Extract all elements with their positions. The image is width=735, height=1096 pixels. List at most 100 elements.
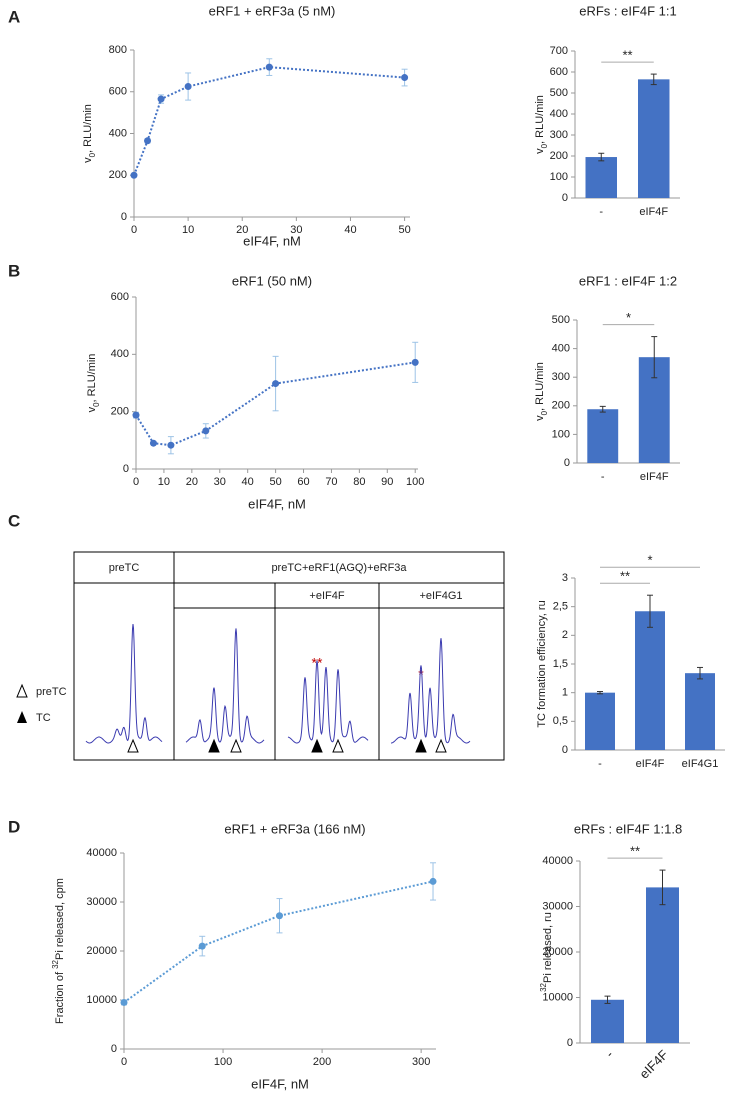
y-axis-label-part: TC formation efficiency, ru: [536, 600, 548, 727]
y-axis-label-part: Fraction of: [54, 969, 66, 1024]
y-axis-label-part: v: [82, 157, 94, 163]
x-tick-label: 10: [182, 224, 194, 236]
y-tick-label: 20000: [542, 946, 573, 958]
x-axis-label: eIF4F, nM: [243, 233, 301, 248]
y-tick-label: 400: [552, 343, 570, 355]
x-tick-label: 30: [214, 476, 226, 488]
chart-title: eRF1 + eRF3a (166 nM): [224, 821, 365, 836]
point: [198, 942, 206, 950]
y-tick-label: 0,5: [553, 715, 568, 727]
y-axis-label-part: 0: [92, 402, 101, 407]
bar: [587, 409, 619, 463]
y-tick-label: 20000: [86, 945, 117, 957]
y-tick-label: 500: [552, 314, 570, 326]
x-tick-label: 50: [398, 224, 410, 236]
bar: [585, 157, 617, 198]
point: [184, 83, 192, 91]
y-axis-label-part: Pi released, cpm: [54, 878, 66, 960]
x-tick-label: 0: [131, 224, 137, 236]
table-header: preTC: [109, 562, 140, 574]
point: [130, 171, 138, 179]
y-axis-label-part: Pi released, ru: [542, 912, 554, 983]
y-axis-label-part: 32: [539, 982, 548, 991]
panel-label: B: [8, 261, 20, 280]
legend-filled-arrow: [17, 711, 27, 723]
bar: [685, 673, 715, 750]
series-line: [123, 880, 434, 1004]
y-tick-label: 30000: [86, 896, 117, 908]
point: [265, 63, 273, 71]
y-axis-label-part: , RLU/min: [534, 362, 546, 411]
x-tick-label: eIF4F: [636, 1047, 671, 1082]
x-tick-label: 90: [381, 476, 393, 488]
series-line: [133, 66, 405, 176]
pretc-arrow: [435, 738, 447, 753]
tc-arrow: [311, 738, 323, 753]
y-tick-label: 700: [550, 45, 568, 57]
y-tick-label: 2: [562, 629, 568, 641]
y-tick-label: 300: [552, 371, 570, 383]
x-tick-label: 40: [344, 224, 356, 236]
y-tick-label: 300: [550, 129, 568, 141]
y-tick-label: 1: [562, 687, 568, 699]
y-tick-label: 200: [111, 406, 129, 418]
chart-title: eRF1 + eRF3a (5 nM): [209, 3, 336, 18]
x-tick-label: eIF4G1: [682, 758, 719, 770]
x-tick-label: 100: [406, 476, 424, 488]
x-tick-label: 20: [186, 476, 198, 488]
y-tick-label: 3: [562, 572, 568, 584]
pretc-arrow: [332, 738, 344, 753]
point: [149, 439, 157, 447]
point: [144, 137, 152, 145]
panel-label: C: [8, 511, 20, 530]
y-axis-label-part: 32: [51, 959, 60, 968]
panel-label: D: [8, 817, 20, 836]
y-axis-label-part: , RLU/min: [534, 95, 546, 144]
bar: [591, 999, 624, 1043]
trace-annotation: *: [418, 667, 424, 683]
y-tick-label: 0: [123, 463, 129, 475]
pretc-arrow: [127, 738, 139, 753]
bar: [646, 887, 679, 1043]
y-tick-label: 600: [111, 291, 129, 303]
x-tick-label: 30: [290, 224, 302, 236]
y-tick-label: 800: [109, 44, 127, 56]
x-tick-label: 300: [412, 1056, 430, 1068]
x-tick-label: 0: [133, 476, 139, 488]
point: [276, 912, 284, 920]
x-tick-label: 50: [269, 476, 281, 488]
significance-label: **: [622, 48, 632, 63]
x-tick-label: 20: [236, 224, 248, 236]
y-tick-label: 40000: [542, 855, 573, 867]
y-tick-label: 2,5: [553, 601, 568, 613]
significance-label: *: [626, 310, 631, 325]
y-tick-label: 0: [564, 457, 570, 469]
y-axis-label-part: v: [86, 406, 98, 412]
y-axis-label-part: , RLU/min: [86, 354, 98, 403]
chart-title: eRFs : eIF4F 1:1.8: [574, 821, 682, 836]
point: [272, 380, 280, 388]
trace: [391, 638, 471, 744]
chart-title: eRF1 : eIF4F 1:2: [579, 273, 677, 288]
point: [202, 427, 210, 435]
significance-label: *: [647, 553, 652, 568]
x-tick-label: 100: [214, 1056, 232, 1068]
x-tick-label: -: [601, 471, 605, 483]
y-tick-label: 10000: [86, 994, 117, 1006]
point: [132, 411, 140, 419]
x-tick-label: 0: [121, 1056, 127, 1068]
y-tick-label: 600: [550, 66, 568, 78]
significance-label: **: [630, 844, 640, 859]
panel-label: A: [8, 7, 20, 26]
y-axis-label-part: 0: [540, 410, 549, 415]
x-tick-label: eIF4F: [636, 758, 665, 770]
y-axis-label: TC formation efficiency, ru: [536, 600, 548, 727]
significance-label: **: [620, 569, 630, 584]
y-tick-label: 1,5: [553, 658, 568, 670]
y-axis-label: v0, RLU/min: [82, 104, 97, 163]
bar: [635, 611, 665, 750]
x-axis-label: eIF4F, nM: [251, 1076, 309, 1091]
y-tick-label: 600: [109, 86, 127, 98]
x-tick-label: 40: [242, 476, 254, 488]
